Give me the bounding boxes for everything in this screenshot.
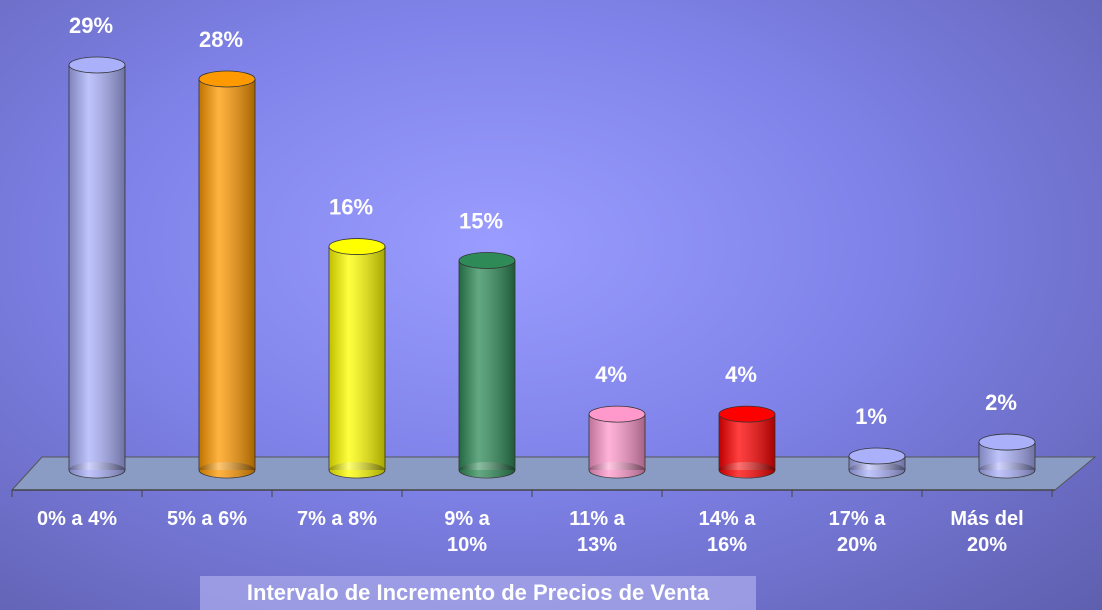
bar-shade xyxy=(719,414,775,470)
x-tick-label: 0% a 4% xyxy=(36,508,118,530)
bar-shade xyxy=(459,260,515,470)
x-axis-title: Intervalo de Incremento de Precios de Ve… xyxy=(200,576,756,610)
bar-shade-base xyxy=(589,462,645,478)
bar-shade-base xyxy=(199,462,255,478)
data-label: 4% xyxy=(595,362,627,387)
bar-shade-base xyxy=(69,462,125,478)
data-label: 4% xyxy=(725,362,757,387)
bar-top xyxy=(198,70,256,88)
bar-shade xyxy=(69,65,125,470)
bar-top xyxy=(68,56,126,74)
data-label: 15% xyxy=(459,208,503,233)
bar-shade xyxy=(589,414,645,470)
data-label: 2% xyxy=(985,390,1017,415)
bar-shade-base xyxy=(849,462,905,478)
bar-top xyxy=(588,405,646,423)
bar-shade-base xyxy=(329,462,385,478)
data-label: 1% xyxy=(855,404,887,429)
bar-top xyxy=(848,447,906,465)
data-label: 16% xyxy=(329,194,373,219)
x-tick-label: 11% a 13% xyxy=(569,508,625,556)
bar-top xyxy=(328,238,386,255)
bar-top xyxy=(718,405,776,423)
bar-shade xyxy=(199,78,255,470)
x-tick-label: 7% a 8% xyxy=(296,508,378,530)
x-tick-label: 5% a 6% xyxy=(166,508,248,530)
data-label: 29% xyxy=(69,13,113,38)
bar-shade-base xyxy=(979,462,1035,478)
bar-top xyxy=(978,433,1036,451)
bar-shade xyxy=(329,246,385,470)
floor xyxy=(10,456,1097,491)
bar-top xyxy=(458,252,516,269)
x-tick-label: Más del 20% xyxy=(950,508,1024,556)
data-label: 28% xyxy=(199,27,243,52)
bar-shade-base xyxy=(459,462,515,478)
x-tick-label: 17% a 20% xyxy=(828,508,886,556)
x-tick-label: 14% a 16% xyxy=(698,508,756,556)
bar-shade-base xyxy=(719,462,775,478)
x-tick-label: 9% a 10% xyxy=(444,508,490,556)
